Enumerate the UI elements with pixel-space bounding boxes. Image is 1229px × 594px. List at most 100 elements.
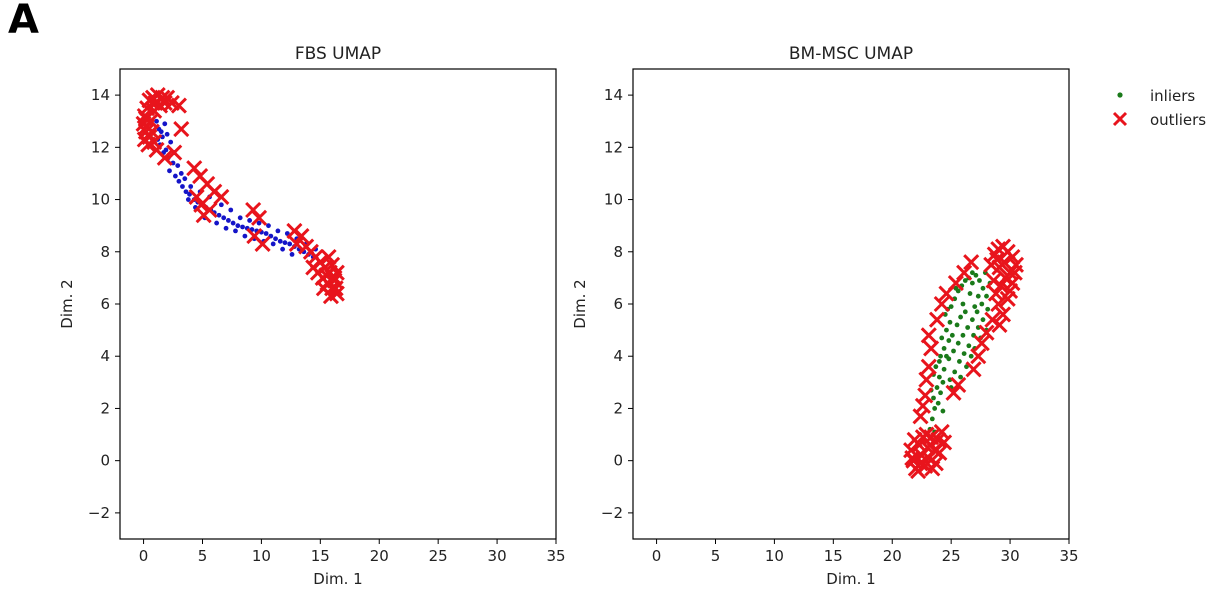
inlier-point	[938, 390, 943, 396]
inlier-point	[961, 351, 967, 357]
outlier-point	[912, 408, 929, 425]
axes-frame	[119, 68, 557, 540]
inlier-point	[944, 353, 949, 359]
outlier-point	[320, 248, 337, 266]
inlier-point	[980, 317, 986, 323]
outlier-point	[973, 335, 990, 352]
chart-title: FBS UMAP	[295, 44, 381, 64]
outlier-point	[945, 384, 962, 401]
x-tick-label: 30	[488, 547, 507, 565]
x-tick-label: 25	[429, 547, 448, 565]
outlier-point	[963, 254, 980, 271]
outlier-point	[288, 235, 305, 253]
plot-fbs-umap: FBS UMAP 0 5 10 15 20 25 30 35 −2 0 2 4 6 8 10 12 14 Dim. …	[58, 44, 566, 588]
y-tick-label: 12	[91, 138, 110, 156]
inlier-point	[216, 212, 222, 218]
inlier-point	[975, 293, 981, 299]
x-tick-label: 10	[765, 547, 784, 565]
inlier-point	[962, 278, 968, 283]
inlier-point	[947, 319, 953, 325]
inlier-point	[941, 366, 947, 372]
inlier-point	[223, 225, 229, 231]
outlier-point	[246, 228, 263, 245]
inlier-point	[266, 223, 271, 229]
y-tick-label: 6	[100, 295, 110, 313]
x-tick-label: 20	[370, 547, 389, 565]
inlier-point	[180, 184, 185, 189]
outlier-point	[994, 306, 1012, 323]
inlier-point	[939, 335, 945, 341]
outlier-point	[924, 460, 941, 477]
inlier-point	[188, 184, 194, 189]
inlier-point	[935, 400, 941, 406]
inlier-point	[977, 278, 982, 283]
x-tick-label: 5	[711, 547, 721, 565]
y-tick-label: 4	[100, 347, 110, 365]
outlier-point	[318, 267, 335, 284]
legend-inliers-marker	[1117, 92, 1123, 98]
inlier-point	[183, 189, 189, 195]
x-tick-label: 5	[198, 547, 208, 565]
outlier-point	[931, 444, 948, 461]
x-tick-label: 0	[652, 547, 662, 565]
inlier-point	[158, 129, 164, 135]
inlier-point	[958, 374, 963, 380]
inlier-point	[938, 353, 943, 359]
inlier-point	[287, 241, 293, 247]
inlier-point	[962, 309, 968, 315]
outlier-point	[912, 455, 929, 472]
outlier-point	[906, 431, 923, 448]
y-tick-label: 6	[613, 295, 623, 313]
x-tick-label: 15	[311, 547, 330, 565]
inlier-point	[275, 228, 281, 234]
inlier-point	[969, 317, 975, 323]
inlier-point	[230, 220, 236, 226]
x-axis-label: Dim. 1	[826, 570, 875, 588]
inlier-point	[932, 406, 938, 411]
y-tick-label: 8	[613, 243, 623, 261]
inlier-point	[969, 270, 975, 276]
inlier-point	[954, 322, 960, 328]
inlier-point	[972, 304, 978, 310]
outlier-point	[173, 120, 190, 138]
outlier-point	[137, 110, 154, 127]
inlier-point	[218, 202, 224, 208]
inlier-point	[965, 325, 971, 330]
outlier-point	[293, 228, 310, 245]
outlier-point	[985, 272, 1002, 289]
outlier-point	[156, 149, 173, 166]
inlier-point	[968, 353, 974, 359]
outlier-point	[996, 254, 1013, 271]
inlier-point	[228, 207, 234, 213]
outlier-point	[965, 361, 982, 378]
x-tick-label: 30	[1001, 547, 1020, 565]
legend: inliers outliers	[1112, 87, 1206, 129]
legend-inliers-label: inliers	[1150, 87, 1195, 105]
x-axis-label: Dim. 1	[313, 570, 362, 588]
y-tick-label: −2	[601, 504, 623, 522]
plot-area	[135, 87, 345, 305]
inlier-point	[273, 236, 278, 242]
inlier-point	[172, 173, 178, 179]
axes-frame	[632, 68, 1070, 540]
outlier-point	[305, 259, 322, 276]
inlier-point	[185, 197, 191, 202]
plot-bm-msc-umap: BM-MSC UMAP 0 5 10 15 20 25 30 35 −2 0 2 4 6 8 10 12 14 Di…	[571, 44, 1079, 588]
inlier-point	[256, 220, 262, 226]
inlier-point	[936, 374, 942, 380]
inlier-point	[940, 379, 946, 385]
y-tick-label: −2	[88, 504, 110, 522]
inlier-point	[934, 385, 940, 390]
inlier-point	[952, 369, 958, 375]
outlier-point	[917, 387, 934, 404]
inlier-point	[237, 215, 243, 221]
inlier-point	[931, 395, 936, 401]
inlier-point	[980, 285, 986, 291]
outlier-point	[904, 449, 921, 467]
legend-outliers-marker	[1112, 111, 1128, 127]
inlier-point	[175, 163, 181, 169]
inlier-point	[967, 291, 973, 296]
outlier-point	[1002, 282, 1019, 300]
y-tick-label: 14	[91, 86, 110, 104]
